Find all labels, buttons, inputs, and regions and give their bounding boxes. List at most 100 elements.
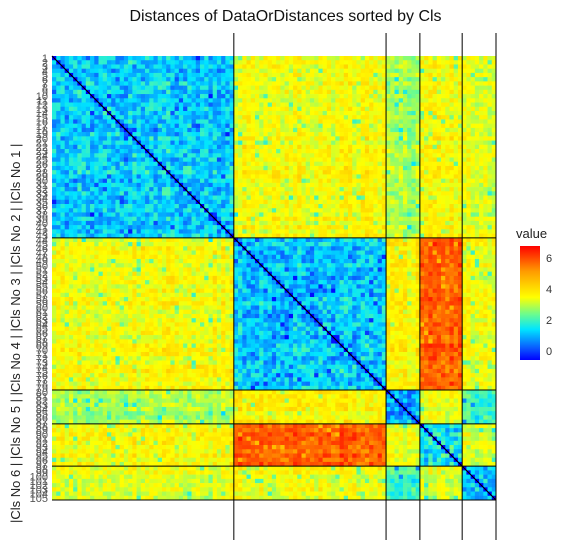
- heatmap-cell: [373, 170, 378, 175]
- heatmap-cell: [208, 64, 213, 69]
- heatmap-cell: [259, 254, 264, 260]
- heatmap-cell: [221, 216, 226, 222]
- heatmap-cell: [98, 127, 104, 133]
- heatmap-cell: [369, 161, 374, 167]
- heatmap-cell: [208, 220, 213, 226]
- heatmap-cell: [335, 85, 340, 91]
- heatmap-cell: [479, 72, 484, 78]
- heatmap-cell: [348, 250, 353, 256]
- heatmap-cell: [449, 72, 455, 78]
- heatmap-cell: [483, 246, 488, 251]
- heatmap-cell: [85, 220, 91, 226]
- heatmap-cell: [487, 136, 493, 141]
- heatmap-cell: [77, 229, 82, 234]
- heatmap-cell: [64, 127, 70, 133]
- heatmap-cell: [195, 115, 201, 120]
- heatmap-cell: [377, 199, 383, 205]
- heatmap-cell: [356, 106, 361, 112]
- heatmap-cell: [356, 216, 361, 222]
- heatmap-cell: [216, 246, 222, 251]
- heatmap-cell: [297, 170, 302, 175]
- heatmap-cell: [343, 229, 349, 234]
- heatmap-cell: [254, 242, 260, 247]
- heatmap-cell: [339, 229, 345, 234]
- heatmap-cell: [474, 250, 480, 256]
- heatmap-cell: [229, 98, 235, 103]
- heatmap-cell: [60, 187, 65, 192]
- heatmap-cell: [60, 212, 65, 217]
- heatmap-cell: [305, 233, 311, 239]
- heatmap-cell: [402, 208, 408, 213]
- heatmap-cell: [115, 212, 120, 217]
- heatmap-cell: [98, 233, 104, 239]
- heatmap-cell: [81, 77, 87, 82]
- heatmap-cell: [360, 195, 366, 201]
- heatmap-cell: [348, 191, 353, 196]
- heatmap-cell: [305, 153, 311, 158]
- heatmap-cell: [457, 242, 463, 247]
- heatmap-cell: [326, 199, 332, 205]
- heatmap-cell: [432, 68, 438, 74]
- heatmap-cell: [424, 229, 429, 234]
- heatmap-cell: [238, 229, 243, 234]
- heatmap-cell: [322, 178, 328, 184]
- heatmap-cell: [293, 64, 298, 69]
- heatmap-cell: [132, 153, 137, 158]
- heatmap-cell: [132, 119, 137, 124]
- heatmap-cell: [449, 229, 455, 234]
- heatmap-cell: [491, 106, 497, 112]
- heatmap-cell: [369, 89, 374, 95]
- heatmap-cell: [119, 153, 125, 158]
- heatmap-cell: [297, 174, 302, 179]
- heatmap-cell: [326, 182, 332, 188]
- heatmap-cell: [208, 254, 213, 260]
- heatmap-cell: [102, 237, 108, 243]
- heatmap-cell: [428, 98, 433, 103]
- heatmap-cell: [377, 132, 383, 137]
- heatmap-cell: [331, 94, 336, 99]
- heatmap-cell: [132, 68, 137, 74]
- heatmap-cell: [331, 161, 336, 167]
- heatmap-cell: [221, 165, 226, 171]
- heatmap-cell: [254, 233, 260, 239]
- heatmap-cell: [428, 68, 433, 74]
- heatmap-cell: [457, 153, 463, 158]
- heatmap-cell: [106, 144, 112, 150]
- heatmap-cell: [166, 64, 171, 69]
- heatmap-cell: [195, 81, 201, 86]
- heatmap-cell: [267, 195, 273, 201]
- heatmap-cell: [98, 246, 104, 251]
- heatmap-cell: [297, 199, 302, 205]
- heatmap-cell: [415, 178, 421, 184]
- heatmap-cell: [297, 153, 302, 158]
- heatmap-cell: [56, 157, 61, 163]
- heatmap-cell: [436, 68, 442, 74]
- heatmap-cell: [119, 60, 125, 65]
- heatmap-cell: [221, 170, 226, 175]
- heatmap-cell: [221, 136, 226, 141]
- heatmap-cell: [470, 123, 476, 129]
- heatmap-cell: [474, 56, 480, 61]
- heatmap-cell: [77, 170, 82, 175]
- heatmap-cell: [212, 106, 218, 112]
- heatmap-cell: [432, 191, 438, 196]
- heatmap-cell: [221, 115, 226, 120]
- heatmap-cell: [73, 81, 78, 86]
- heatmap-cell: [453, 106, 459, 112]
- heatmap-cell: [187, 110, 192, 116]
- heatmap-cell: [377, 68, 383, 74]
- heatmap-cell: [157, 187, 163, 192]
- heatmap-cell: [474, 220, 480, 226]
- heatmap-cell: [271, 56, 277, 61]
- heatmap-cell: [314, 212, 319, 217]
- heatmap-cell: [419, 225, 425, 230]
- heatmap-cell: [297, 60, 302, 65]
- heatmap-cell: [161, 178, 167, 184]
- heatmap-cell: [208, 204, 213, 209]
- heatmap-cell: [314, 187, 319, 192]
- heatmap-cell: [284, 94, 290, 99]
- heatmap-cell: [216, 178, 222, 184]
- heatmap-cell: [208, 178, 213, 184]
- heatmap-cell: [115, 115, 120, 120]
- heatmap-cell: [474, 195, 480, 201]
